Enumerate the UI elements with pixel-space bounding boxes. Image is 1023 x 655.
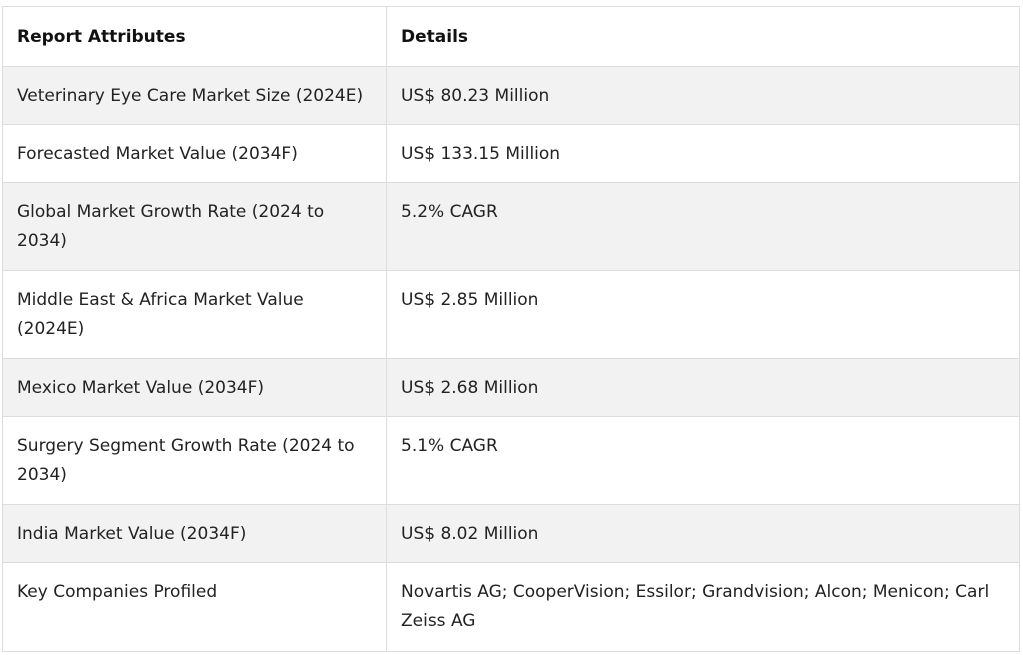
table-row: Surgery Segment Growth Rate (2024 to 203… [2,416,1020,505]
table-row: Mexico Market Value (2034F) US$ 2.68 Mil… [2,358,1020,417]
column-header-details: Details [386,6,1020,67]
attribute-cell: Forecasted Market Value (2034F) [2,124,387,183]
column-header-attributes: Report Attributes [2,6,387,67]
table-row: Middle East & Africa Market Value (2024E… [2,270,1020,359]
detail-cell: US$ 133.15 Million [386,124,1020,183]
attribute-cell: Mexico Market Value (2034F) [2,358,387,417]
detail-cell: 5.1% CAGR [386,416,1020,505]
detail-cell: US$ 2.68 Million [386,358,1020,417]
detail-cell: Novartis AG; CooperVision; Essilor; Gran… [386,562,1020,652]
attribute-cell: Middle East & Africa Market Value (2024E… [2,270,387,359]
attribute-cell: Global Market Growth Rate (2024 to 2034) [2,182,387,271]
table-row: India Market Value (2034F) US$ 8.02 Mill… [2,504,1020,563]
table-row: Forecasted Market Value (2034F) US$ 133.… [2,124,1020,183]
table-row: Global Market Growth Rate (2024 to 2034)… [2,182,1020,271]
report-attributes-table: Report Attributes Details Veterinary Eye… [2,6,1020,652]
detail-cell: US$ 2.85 Million [386,270,1020,359]
attribute-cell: India Market Value (2034F) [2,504,387,563]
table-row: Veterinary Eye Care Market Size (2024E) … [2,66,1020,125]
attribute-cell: Key Companies Profiled [2,562,387,652]
attribute-cell: Veterinary Eye Care Market Size (2024E) [2,66,387,125]
detail-cell: 5.2% CAGR [386,182,1020,271]
attribute-cell: Surgery Segment Growth Rate (2024 to 203… [2,416,387,505]
detail-cell: US$ 80.23 Million [386,66,1020,125]
detail-cell: US$ 8.02 Million [386,504,1020,563]
table-header-row: Report Attributes Details [2,6,1020,67]
table-row: Key Companies Profiled Novartis AG; Coop… [2,562,1020,652]
